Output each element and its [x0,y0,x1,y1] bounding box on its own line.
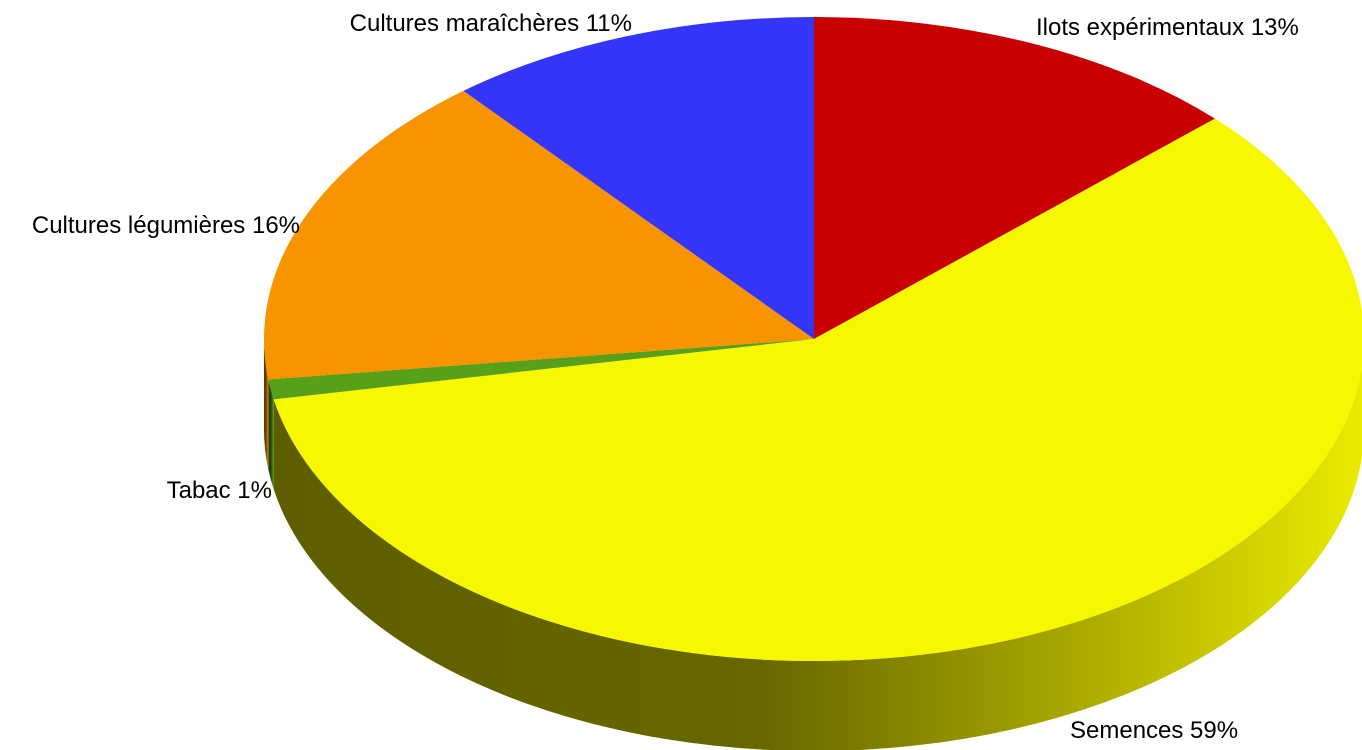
pie-slice-cultures-legumieres [264,90,815,380]
pie-slice-ilots-experimentaux [814,17,1215,339]
pie-slice-tabac [268,339,815,400]
pie-side-semences-shade [273,365,1362,750]
pie-slice-semences [273,118,1362,662]
slice-labels: Ilots expérimentaux 13% Semences 59% Tabac… [32,10,1299,744]
slice-label-tabac: Tabac 1% [167,477,272,504]
slice-label-semences: Semences 59% [1070,717,1238,744]
pie-top-faces [264,17,1362,662]
slice-label-cultures-maraicheres: Cultures maraîchères 11% [350,10,632,37]
pie-side-walls [264,339,1362,750]
pie-slice-cultures-maraicheres [463,17,814,339]
slice-label-cultures-legumieres: Cultures légumières 16% [32,212,300,239]
slice-label-ilots-experimentaux: Ilots expérimentaux 13% [1036,14,1299,41]
pie-side-tabac-shade [268,379,274,490]
pie-side-cultures-legumieres-shade [264,339,269,470]
